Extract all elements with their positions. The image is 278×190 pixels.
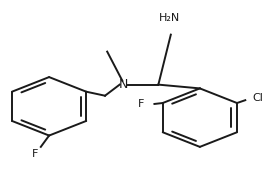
Text: F: F — [31, 149, 38, 159]
Text: Cl: Cl — [252, 93, 263, 103]
Text: F: F — [138, 99, 145, 109]
Text: H₂N: H₂N — [159, 13, 180, 23]
Text: N: N — [119, 78, 128, 91]
